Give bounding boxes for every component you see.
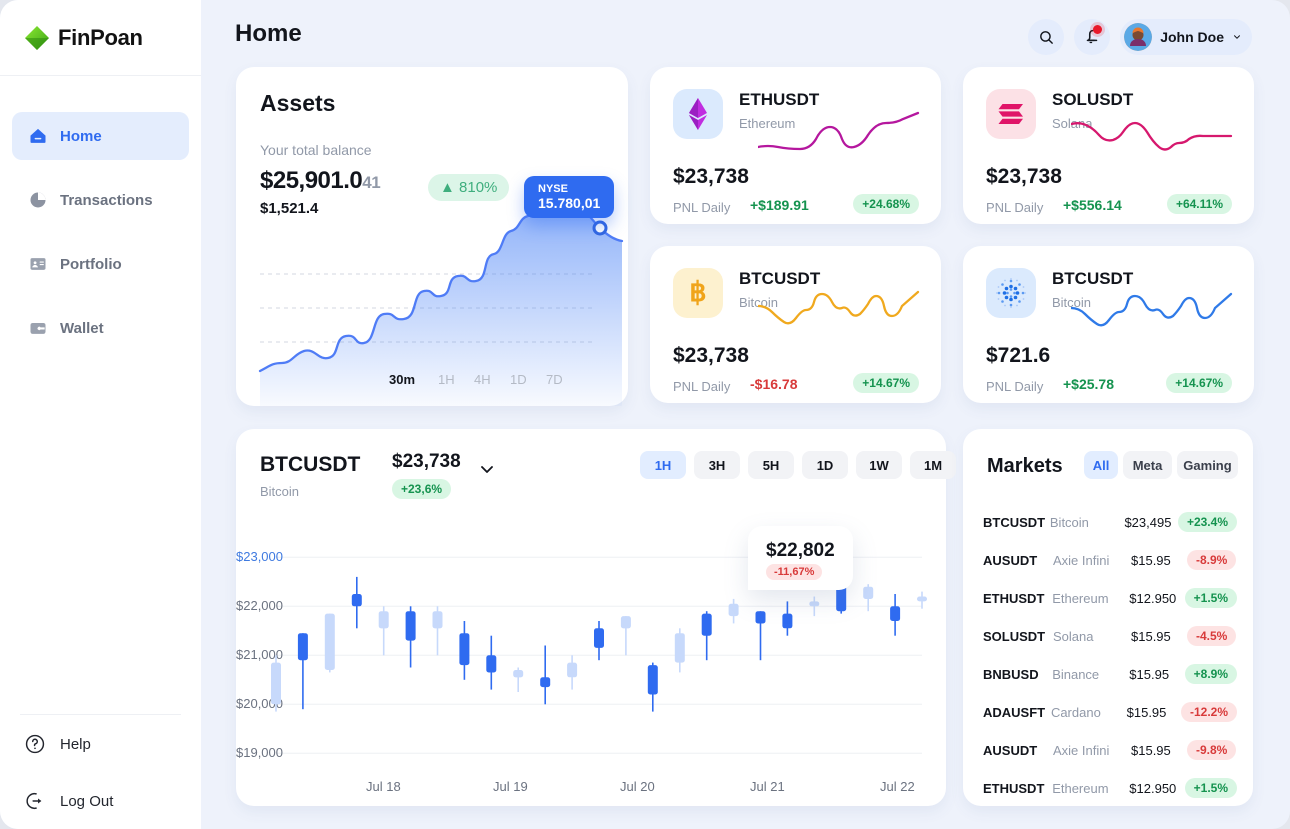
svg-text:Jul 22: Jul 22: [880, 779, 915, 794]
svg-text:Jul 21: Jul 21: [750, 779, 785, 794]
svg-text:Jul 18: Jul 18: [366, 779, 401, 794]
svg-text:Jul 19: Jul 19: [493, 779, 528, 794]
svg-text:฿: ฿: [689, 278, 706, 307]
svg-text:Jul 20: Jul 20: [620, 779, 655, 794]
svg-text:$23,000: $23,000: [236, 549, 283, 564]
svg-text:$19,000: $19,000: [236, 745, 283, 760]
svg-text:$22,000: $22,000: [236, 598, 283, 613]
